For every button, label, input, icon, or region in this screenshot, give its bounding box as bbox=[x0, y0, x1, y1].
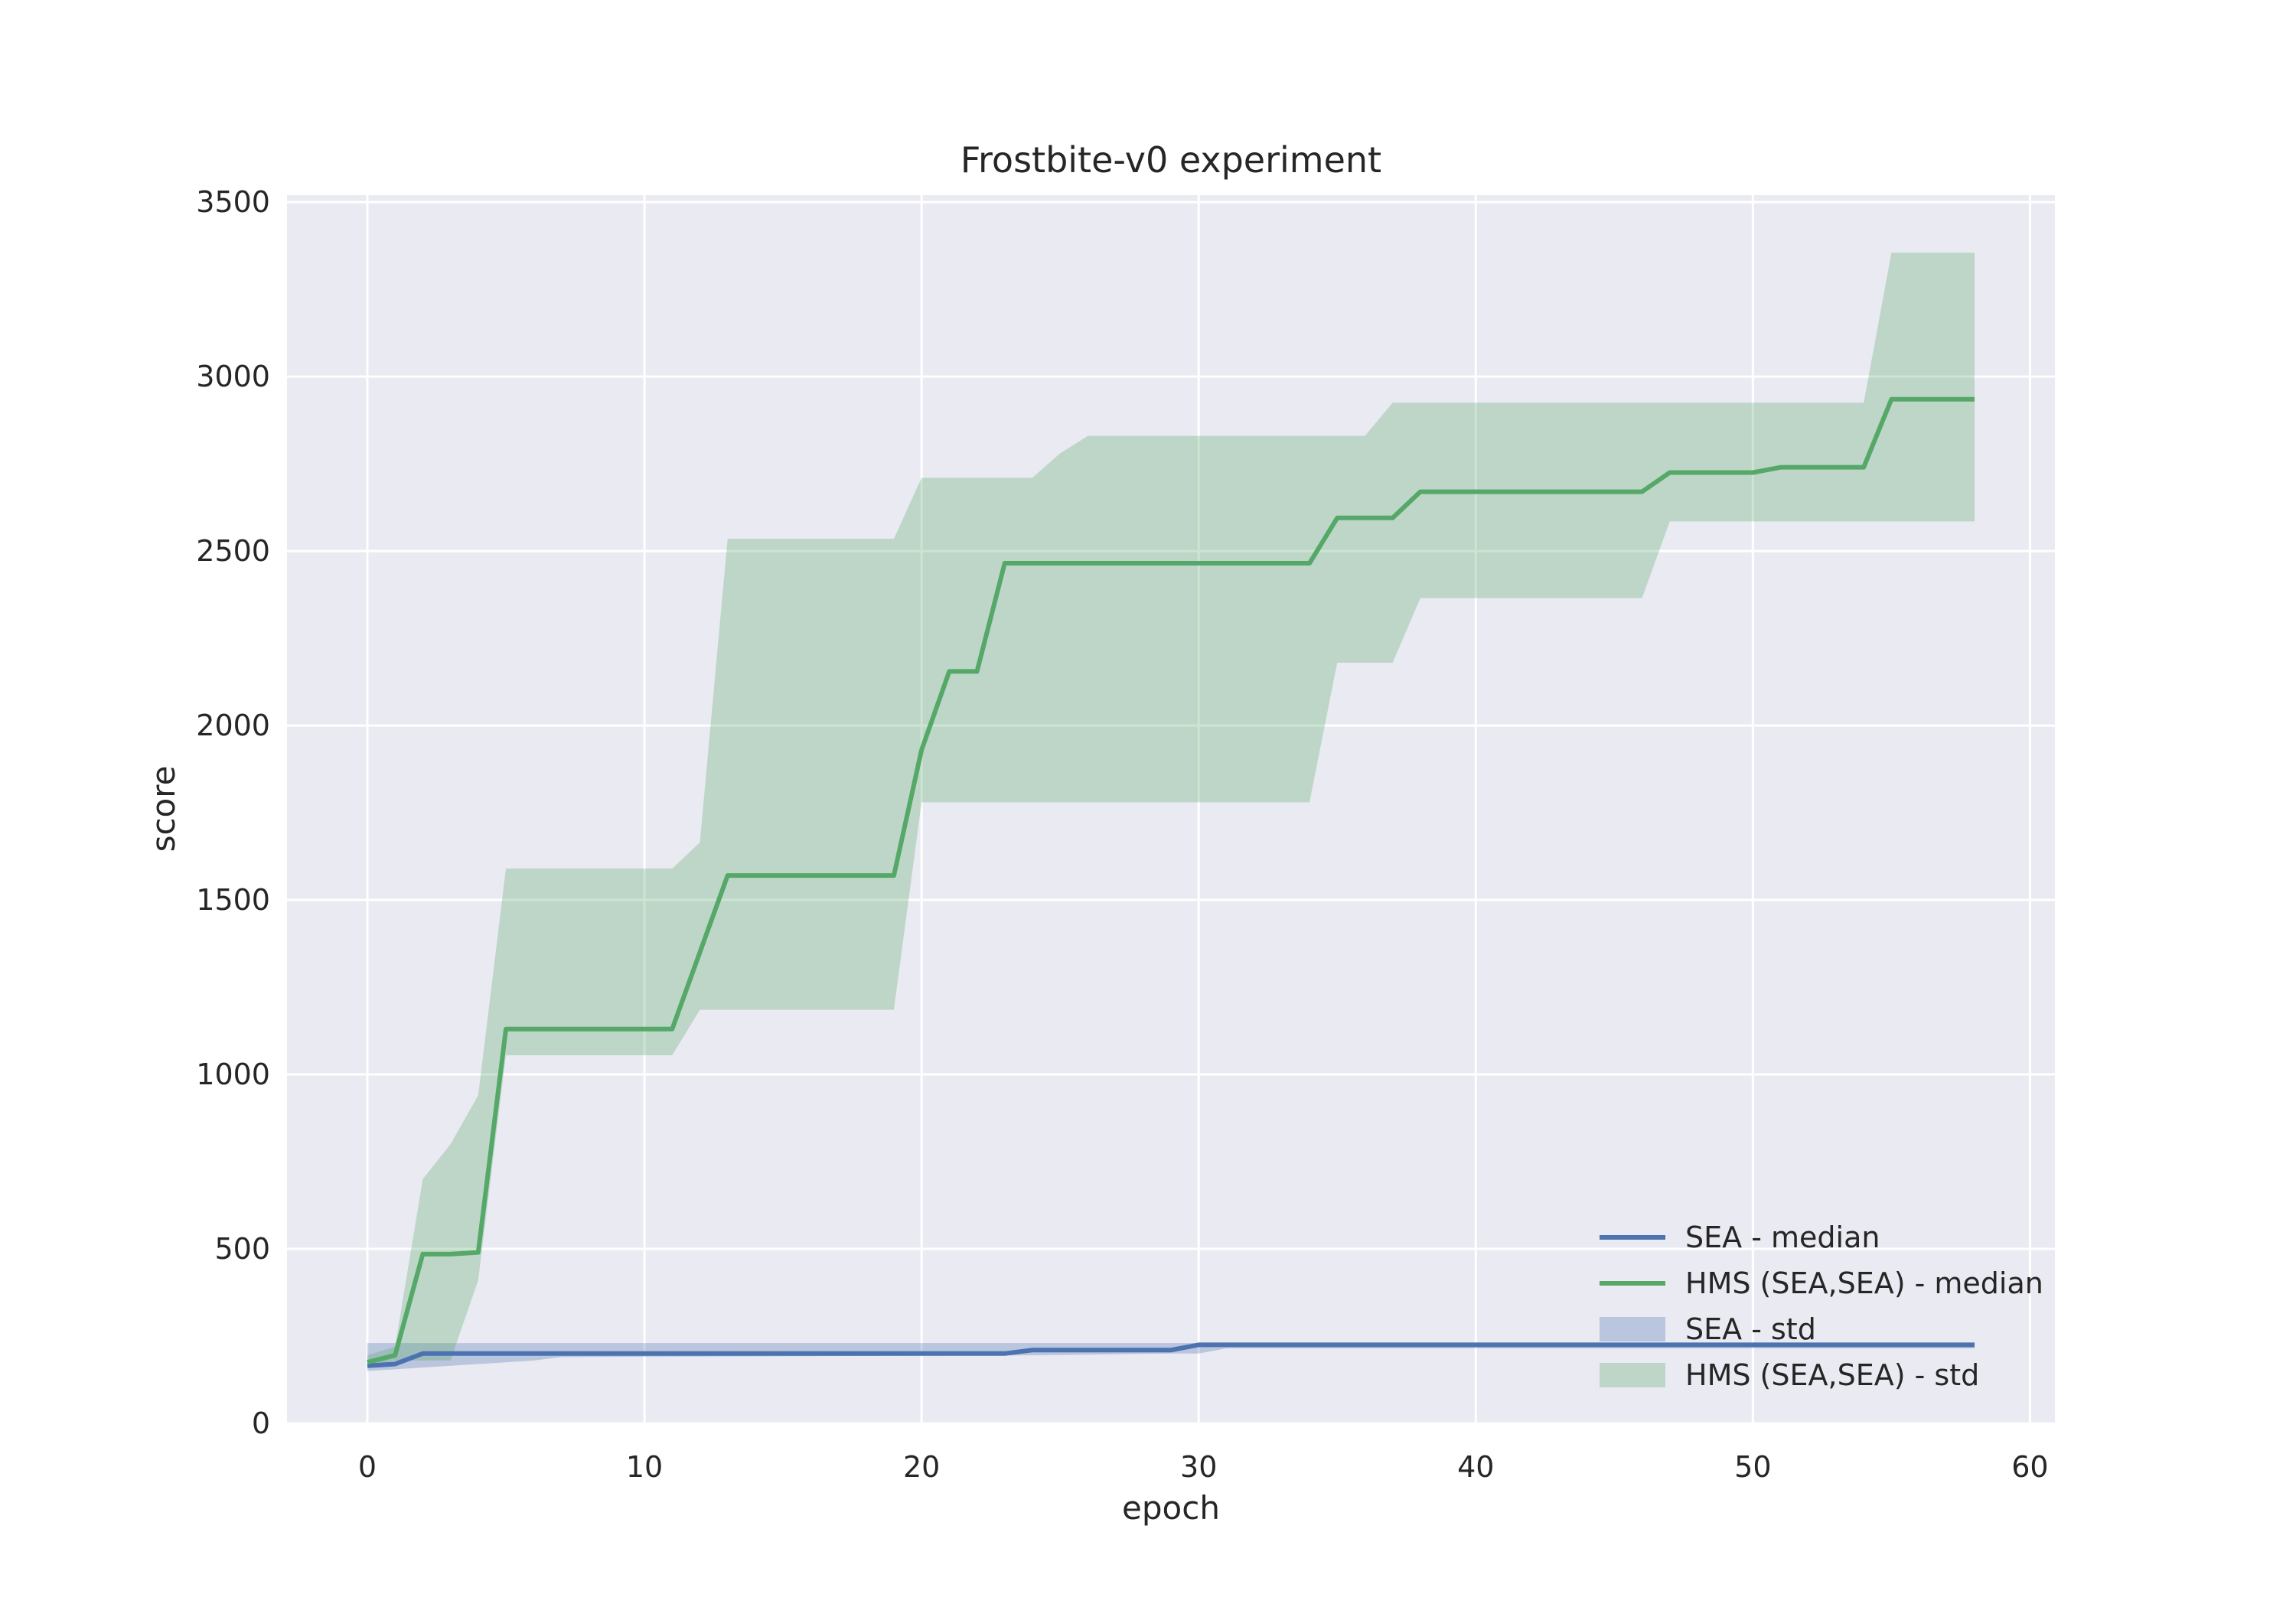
y-tick-label: 2500 bbox=[196, 534, 270, 568]
legend-entry: HMS (SEA,SEA) - std bbox=[1685, 1358, 1979, 1392]
std-band bbox=[367, 253, 1975, 1366]
chart-title: Frostbite-v0 experiment bbox=[960, 139, 1381, 181]
legend-band-swatch bbox=[1600, 1317, 1665, 1341]
y-tick-label: 1000 bbox=[196, 1058, 270, 1091]
plot-area bbox=[287, 195, 2055, 1423]
y-tick-label: 3500 bbox=[196, 185, 270, 219]
median-line bbox=[367, 396, 1975, 1365]
std-bands bbox=[367, 253, 1975, 1371]
legend-entry: SEA - median bbox=[1685, 1221, 1880, 1254]
y-axis-label: score bbox=[145, 766, 182, 852]
x-tick-label: 30 bbox=[1180, 1450, 1217, 1484]
x-tick-labels: 0 10 20 30 40 50 60 bbox=[358, 1450, 2049, 1484]
y-tick-label: 500 bbox=[214, 1232, 270, 1266]
y-tick-label: 2000 bbox=[196, 709, 270, 742]
grid-lines bbox=[287, 195, 2055, 1425]
legend-entry: HMS (SEA,SEA) - median bbox=[1685, 1266, 2043, 1300]
y-tick-labels: 0 500 1000 1500 2000 2500 3000 3500 bbox=[196, 185, 270, 1440]
median-line bbox=[367, 1342, 1975, 1368]
x-tick-label: 50 bbox=[1734, 1450, 1771, 1484]
y-tick-label: 0 bbox=[252, 1407, 270, 1440]
x-tick-label: 60 bbox=[2011, 1450, 2048, 1484]
median-lines bbox=[367, 396, 1975, 1368]
x-axis-label: epoch bbox=[1122, 1489, 1220, 1527]
x-tick-label: 0 bbox=[358, 1450, 377, 1484]
x-tick-label: 20 bbox=[903, 1450, 940, 1484]
y-tick-label: 3000 bbox=[196, 360, 270, 393]
x-tick-label: 10 bbox=[626, 1450, 663, 1484]
std-band bbox=[367, 1343, 1975, 1371]
x-tick-label: 40 bbox=[1457, 1450, 1494, 1484]
legend-band-swatch bbox=[1600, 1363, 1665, 1387]
legend: SEA - median HMS (SEA,SEA) - median SEA - … bbox=[1600, 1221, 2043, 1392]
legend-entry: SEA - std bbox=[1685, 1312, 1816, 1346]
y-tick-label: 1500 bbox=[196, 883, 270, 917]
